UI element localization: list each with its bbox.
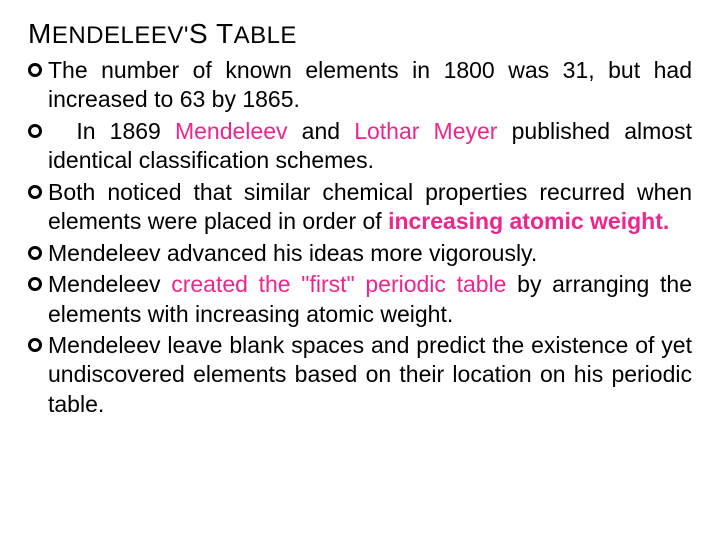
- bullet-item: Mendeleev leave blank spaces and predict…: [28, 331, 692, 419]
- bullet-text: The number of known elements in 1800 was…: [48, 56, 692, 115]
- bullet-item: Mendeleev advanced his ideas more vigoro…: [28, 239, 692, 268]
- bullet-text: Both noticed that similar chemical prope…: [48, 178, 692, 237]
- bullet-marker-icon: [28, 277, 42, 291]
- bullet-text: In 1869 Mendeleev and Lothar Meyer publi…: [48, 117, 692, 176]
- bullet-text: Mendeleev advanced his ideas more vigoro…: [48, 239, 692, 268]
- bullet-text: Mendeleev leave blank spaces and predict…: [48, 331, 692, 419]
- bullet-item: The number of known elements in 1800 was…: [28, 56, 692, 115]
- bullet-marker-icon: [28, 124, 42, 138]
- bullet-text: Mendeleev created the "first" periodic t…: [48, 270, 692, 329]
- bullet-list: The number of known elements in 1800 was…: [28, 56, 692, 419]
- slide-title: MENDELEEV'S TABLE: [28, 18, 692, 50]
- bullet-marker-icon: [28, 338, 42, 352]
- bullet-marker-icon: [28, 246, 42, 260]
- bullet-marker-icon: [28, 63, 42, 77]
- bullet-marker-icon: [28, 185, 42, 199]
- bullet-item: Mendeleev created the "first" periodic t…: [28, 270, 692, 329]
- bullet-item: Both noticed that similar chemical prope…: [28, 178, 692, 237]
- bullet-item: In 1869 Mendeleev and Lothar Meyer publi…: [28, 117, 692, 176]
